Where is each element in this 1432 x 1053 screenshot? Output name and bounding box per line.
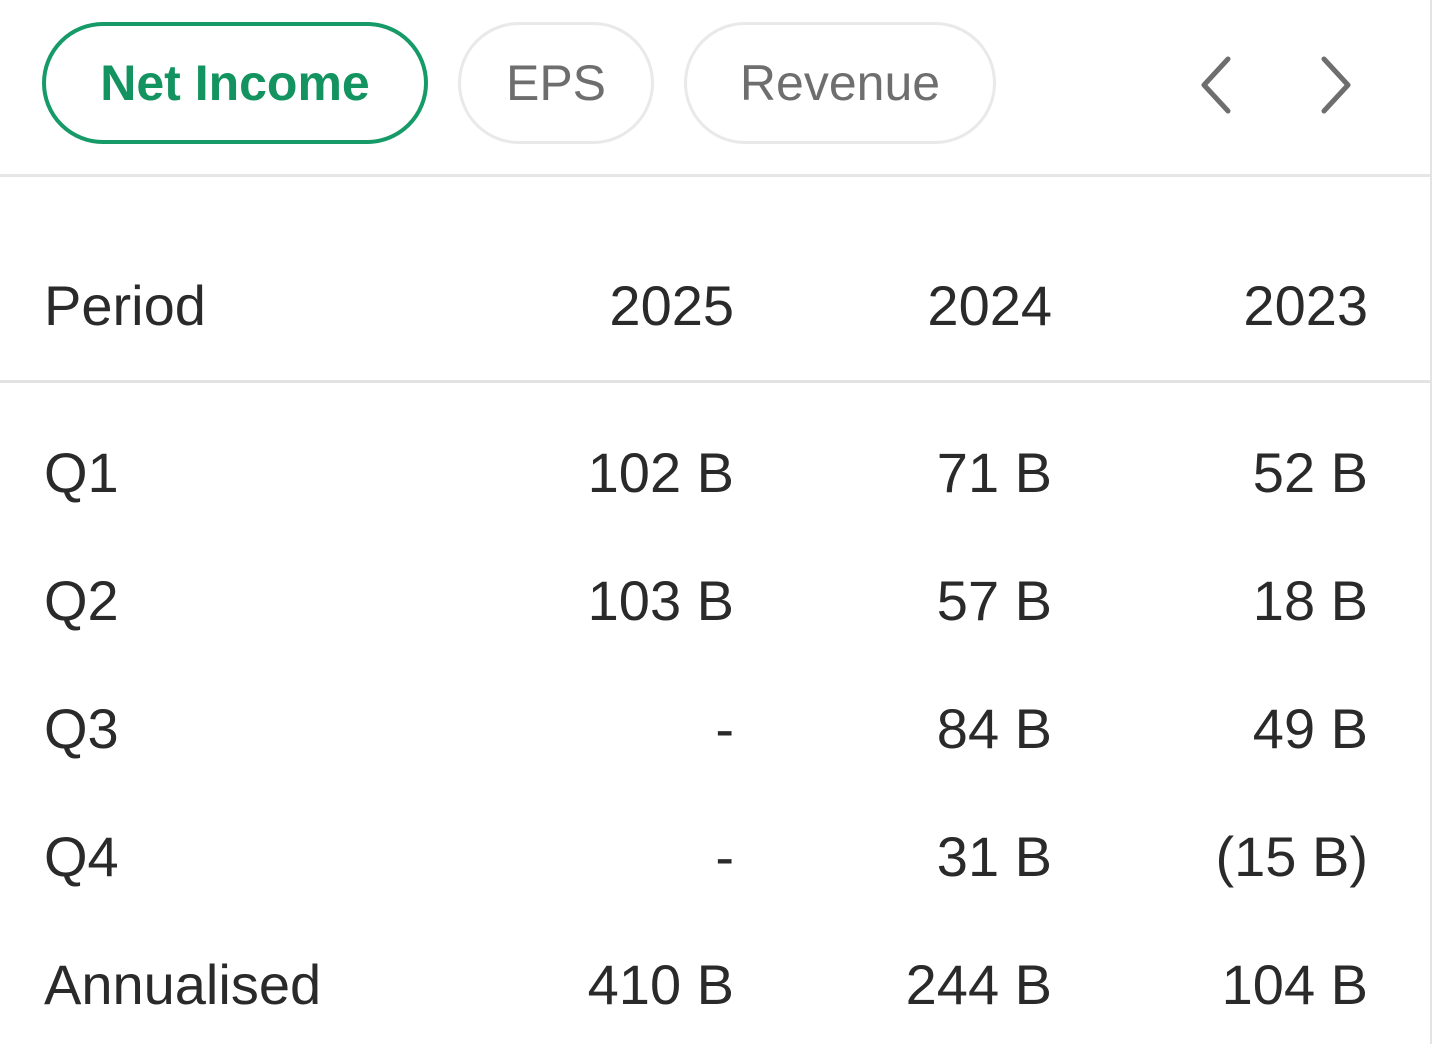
table-row: Q2 103 B 57 B 18 B: [0, 541, 1430, 669]
table-cell: 103 B: [587, 569, 734, 632]
next-button[interactable]: [1304, 50, 1368, 120]
net-income-table: Period 2025 2024 2023 Q1 102 B 71 B 52 B…: [0, 176, 1430, 1053]
table-cell: 244 B: [905, 953, 1052, 1016]
table-cell: -: [715, 697, 734, 760]
chevron-left-icon: [1201, 56, 1231, 114]
header-year-2025: 2025: [609, 274, 734, 337]
table-row: Q3 - 84 B 49 B: [0, 669, 1430, 797]
table-cell: 104 B: [1221, 953, 1368, 1016]
chevron-right-icon: [1321, 56, 1351, 114]
table-cell: 71 B: [936, 441, 1052, 504]
row-label: Q2: [44, 569, 119, 632]
tab-net-income[interactable]: Net Income: [42, 22, 428, 144]
header-year-2024: 2024: [927, 274, 1052, 337]
row-label: Annualised: [44, 953, 322, 1016]
table-cell: 102 B: [587, 441, 734, 504]
row-label: Q1: [44, 441, 119, 504]
table-cell: 31 B: [936, 825, 1052, 888]
table-cell: -: [715, 825, 734, 888]
table-cell: 84 B: [936, 697, 1052, 760]
table-row: Q4 - 31 B (15 B): [0, 797, 1430, 925]
previous-button[interactable]: [1184, 50, 1248, 120]
table-body: Q1 102 B 71 B 52 B Q2 103 B 57 B 18 B Q3…: [0, 383, 1430, 1053]
table-cell: 410 B: [587, 953, 734, 1016]
table-cell: (15 B): [1215, 825, 1369, 888]
table-row-annualised: Annualised 410 B 244 B 104 B: [0, 925, 1430, 1053]
header-year-2023: 2023: [1243, 274, 1368, 337]
table-cell: 49 B: [1252, 697, 1368, 760]
table-cell: 57 B: [936, 569, 1052, 632]
row-label: Q3: [44, 697, 119, 760]
metric-tab-bar: Net Income EPS Revenue: [0, 0, 1430, 177]
tab-eps[interactable]: EPS: [458, 22, 654, 144]
table-header-row: Period 2025 2024 2023: [0, 176, 1430, 383]
table-row: Q1 102 B 71 B 52 B: [0, 413, 1430, 541]
row-label: Q4: [44, 825, 119, 888]
table-cell: 18 B: [1252, 569, 1368, 632]
tab-revenue[interactable]: Revenue: [684, 22, 996, 144]
table-cell: 52 B: [1252, 441, 1368, 504]
panel-right-border: [1430, 0, 1432, 1044]
header-period: Period: [44, 274, 206, 337]
